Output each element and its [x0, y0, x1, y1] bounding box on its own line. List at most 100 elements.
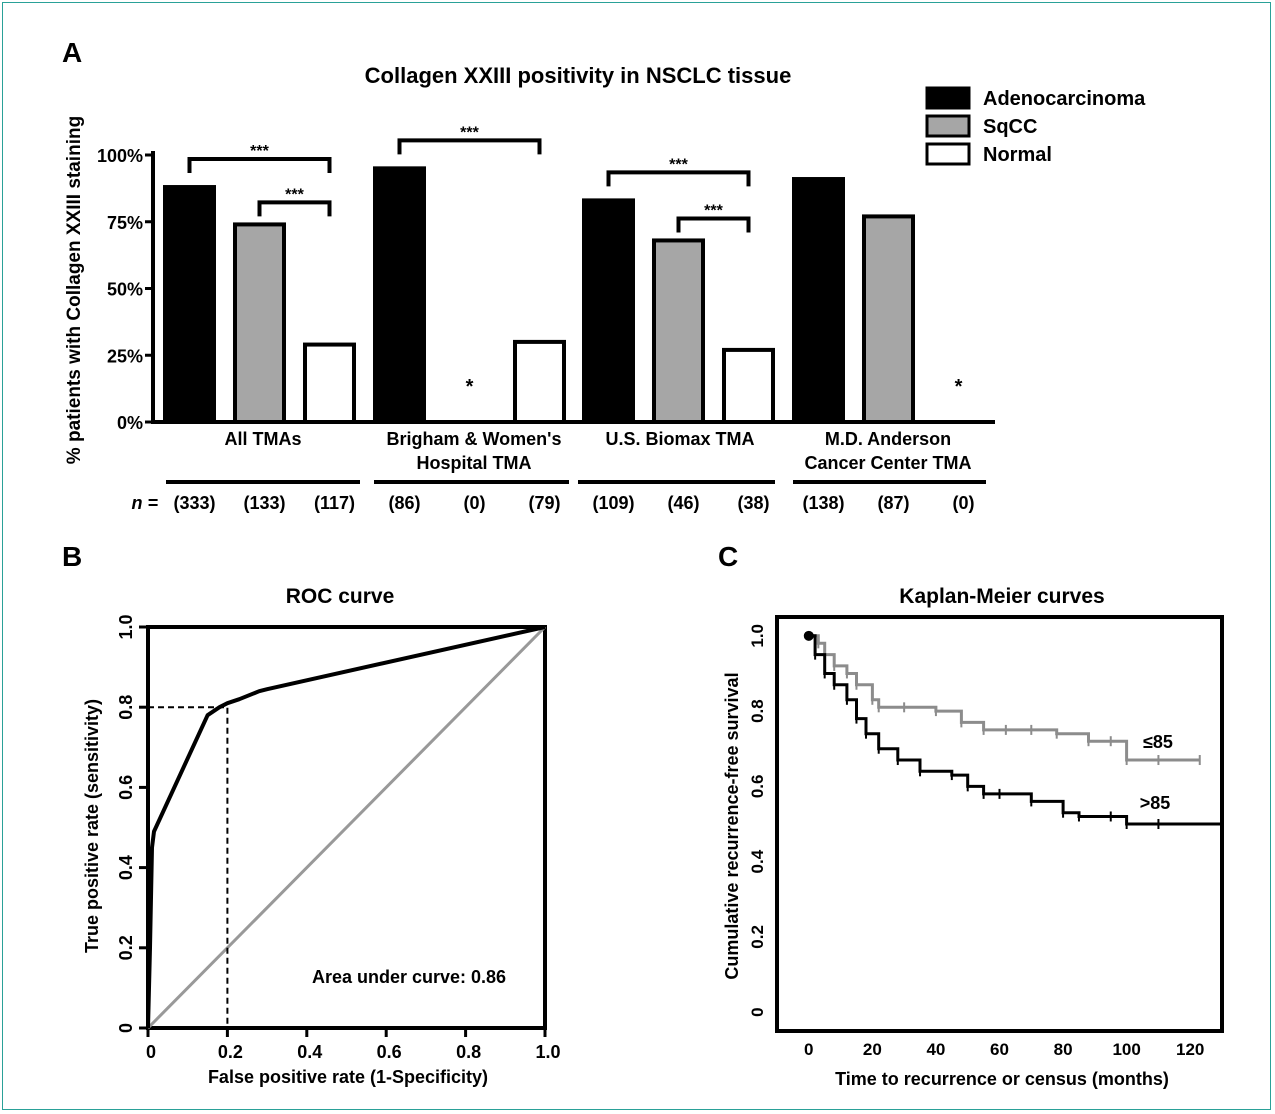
bar-sqcc — [233, 222, 286, 424]
panel-a-legend: Adenocarcinoma SqCC Normal — [925, 86, 1146, 166]
panel-c-title: Kaplan-Meier curves — [899, 585, 1104, 608]
n-value: (0) — [953, 493, 975, 513]
bar-adenocarcinoma — [373, 166, 426, 424]
panel-a-y-tick-label: 25% — [107, 346, 143, 366]
bar-adenocarcinoma — [163, 185, 216, 424]
panel-c-y-tick-label: 0.4 — [748, 849, 767, 873]
legend-label-adenocarcinoma: Adenocarcinoma — [983, 88, 1146, 110]
legend-swatch-sqcc — [925, 114, 971, 138]
panel-c-y-tick-label: 0.6 — [748, 775, 767, 799]
panel-b-plot: 0 0.2 0.4 0.6 0.8 1.0 0 0.2 0.4 0.6 0.8 1.0 — [116, 614, 561, 1062]
panel-b-y-axis-label: True positive rate (sensitivity) — [82, 699, 102, 953]
n-value: (38) — [737, 493, 769, 513]
significance-bracket — [676, 216, 751, 233]
panel-b-y-tick-label: 0.2 — [116, 935, 136, 960]
panel-c-x-tick-label: 80 — [1054, 1040, 1073, 1059]
roc-reference-diagonal — [146, 625, 547, 1030]
significance-label: *** — [460, 124, 479, 141]
legend-label-sqcc: SqCC — [983, 116, 1037, 138]
panel-b-y-tick-label: 1.0 — [116, 614, 136, 639]
panel-a-y-tick-label: 0% — [117, 413, 143, 433]
roc-cutoff-guide — [148, 706, 229, 1028]
panel-a-letter: A — [62, 37, 82, 68]
panel-b-plot-frame — [146, 625, 547, 1030]
significance-label: *** — [704, 202, 723, 219]
km-start-point — [803, 630, 814, 641]
panel-a-y-axis-label: % patients with Collagen XXIII staining — [64, 116, 85, 464]
panel-c-x-tick-label: 100 — [1112, 1040, 1140, 1059]
n-value: (333) — [173, 493, 215, 513]
n-value: (117) — [314, 493, 355, 513]
panel-b-x-tick-label: 0.6 — [377, 1042, 402, 1062]
panel-c-y-tick-label: 0 — [748, 1007, 767, 1016]
km-series-label: ≤85 — [1143, 732, 1173, 752]
panel-a-y-tick-label: 50% — [107, 280, 143, 300]
group-label: U.S. Biomax TMA — [605, 429, 754, 449]
significance-bracket — [606, 170, 751, 187]
panel-b-y-tick-label: 0.8 — [116, 695, 136, 720]
group-label: All TMAs — [224, 429, 301, 449]
panel-c-x-tick-label: 120 — [1176, 1040, 1204, 1059]
n-value: (133) — [243, 493, 285, 513]
legend-swatch-normal — [925, 142, 971, 166]
panel-c-x-tick-label: 60 — [990, 1040, 1009, 1059]
panel-b-x-axis-label: False positive rate (1-Specificity) — [208, 1067, 488, 1087]
km-series-label: >85 — [1140, 793, 1171, 813]
panel-c-x-axis-label: Time to recurrence or census (months) — [835, 1069, 1169, 1089]
bar-adenocarcinoma — [582, 198, 635, 424]
panel-b-y-tick-label: 0.6 — [116, 775, 136, 800]
legend-label-normal: Normal — [983, 144, 1052, 166]
panel-c-y-axis-label: Cumulative recurrence-free survival — [722, 672, 742, 979]
missing-data-marker: * — [955, 376, 963, 398]
bar-sqcc — [652, 238, 705, 424]
roc-auc-annotation: Area under curve: 0.86 — [312, 967, 506, 987]
n-value: (86) — [388, 493, 420, 513]
panel-b-x-tick-label: 1.0 — [535, 1042, 560, 1062]
n-value: (79) — [528, 493, 560, 513]
panel-a-title: Collagen XXIII positivity in NSCLC tissu… — [365, 63, 792, 88]
significance-bracket — [397, 138, 542, 155]
panel-b-y-tick-label: 0.4 — [116, 855, 136, 880]
n-value: (0) — [464, 493, 486, 513]
panel-b-x-tick-label: 0.8 — [456, 1042, 481, 1062]
panel-b-x-tick-label: 0 — [146, 1042, 156, 1062]
panel-b-title: ROC curve — [286, 585, 395, 608]
bar-normal — [303, 342, 356, 425]
panel-b-letter: B — [62, 541, 82, 572]
panel-a-axes: 0% 25% 50% 75% 100% — [97, 146, 995, 433]
significance-bracket — [187, 157, 332, 174]
group-label: Cancer Center TMA — [804, 453, 971, 473]
panel-c-y-tick-label: 0.2 — [748, 925, 767, 949]
panel-c-letter: C — [718, 541, 738, 572]
bar-sqcc — [862, 214, 915, 424]
panel-b-x-tick-label: 0.4 — [297, 1042, 322, 1062]
panel-a-y-tick-label: 100% — [97, 146, 143, 166]
bar-adenocarcinoma — [792, 177, 845, 424]
panel-c-y-tick-label: 0.8 — [748, 699, 767, 723]
n-value: (109) — [592, 493, 634, 513]
n-value: (46) — [667, 493, 699, 513]
panel-a-bars: * * — [163, 166, 963, 425]
significance-label: *** — [250, 143, 269, 160]
roc-curve-line — [146, 625, 546, 1029]
bar-normal — [722, 347, 775, 424]
n-label: n = — [131, 493, 158, 513]
n-value: (87) — [877, 493, 909, 513]
panel-a-significance: *** *** *** *** *** — [187, 124, 751, 233]
n-value: (138) — [802, 493, 844, 513]
group-label: Brigham & Women's — [387, 429, 562, 449]
panel-c-x-tick-label: 40 — [926, 1040, 945, 1059]
significance-label: *** — [669, 156, 688, 173]
significance-bracket — [257, 200, 332, 217]
panel-a-y-tick-label: 75% — [107, 213, 143, 233]
panel-c-plot: 0 20 40 60 80 100 120 0 0.2 0.4 0.6 0.8 1.0 ≤85 >85 — [748, 615, 1224, 1059]
panel-c-x-tick-label: 20 — [863, 1040, 882, 1059]
group-label: M.D. Anderson — [825, 429, 951, 449]
panel-b-y-tick-label: 0 — [116, 1023, 136, 1033]
panel-c-y-tick-label: 1.0 — [748, 624, 767, 648]
panel-a-group-labels: All TMAs Brigham & Women's Hospital TMA U.S… — [166, 429, 986, 513]
bar-normal — [513, 339, 566, 424]
significance-label: *** — [285, 186, 304, 203]
